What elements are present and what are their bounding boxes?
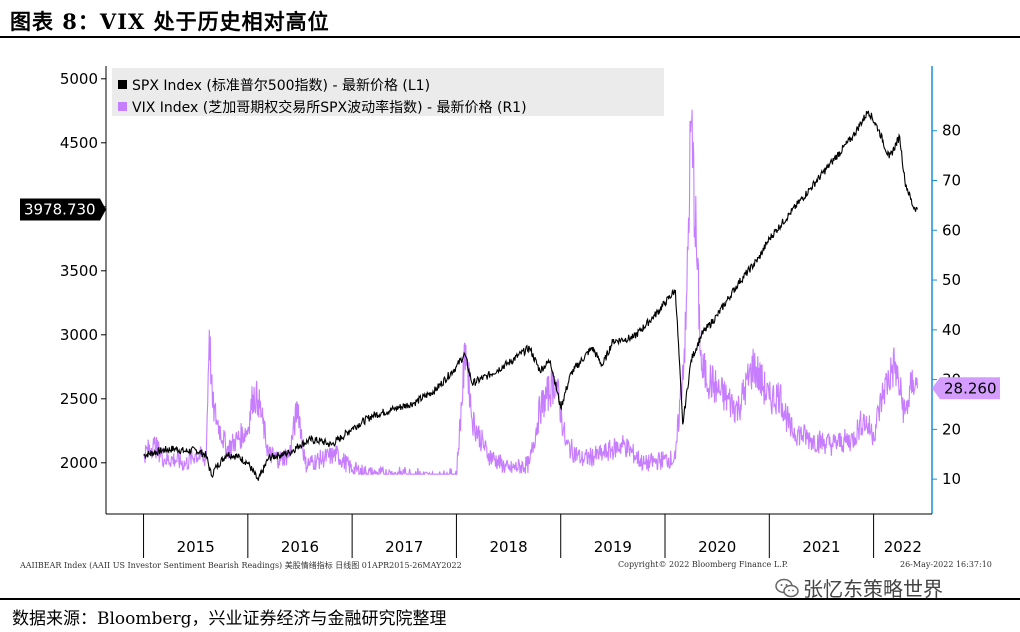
x-tick-label: 2020: [698, 538, 736, 556]
left-tick-label: 3000: [60, 326, 98, 344]
left-tick-label: 4500: [60, 134, 98, 152]
vix-last-badge: 28.260: [932, 377, 1000, 400]
spx-last-value: 3978.730: [24, 201, 96, 219]
right-tick-label: 40: [942, 321, 961, 339]
right-tick-label: 80: [942, 122, 961, 140]
left-tick-label: 3500: [60, 262, 98, 280]
vix-series: [143, 109, 918, 477]
right-axis-ticks: 1020304050607080: [932, 122, 961, 488]
x-tick-label: 2019: [594, 538, 632, 556]
spx-last-badge: 3978.730: [20, 198, 106, 221]
source-rule: [0, 598, 1020, 600]
left-tick-label: 2500: [60, 390, 98, 408]
x-tick-label: 2015: [177, 538, 215, 556]
legend-vix-label: VIX Index (芝加哥期权交易所SPX波动率指数) - 最新价格 (R1): [132, 99, 527, 116]
wechat-icon: [775, 578, 799, 597]
legend-spx-swatch: [118, 80, 127, 89]
right-tick-label: 70: [942, 171, 961, 189]
right-tick-label: 60: [942, 221, 961, 239]
footer-left: AAIIBEAR Index (AAII US Investor Sentime…: [20, 561, 462, 570]
x-tick-label: 2021: [802, 538, 840, 556]
legend-vix-swatch: [118, 102, 127, 111]
source-note: 数据来源：Bloomberg，兴业证券经济与金融研究院整理: [12, 609, 447, 629]
spx-series: [143, 110, 918, 481]
x-tick-label: 2016: [281, 538, 319, 556]
footer-copyright: Copyright© 2022 Bloomberg Finance L.P.: [618, 560, 788, 569]
vix-line: [143, 109, 918, 477]
chart-title: 图表 8：VIX 处于历史相对高位: [10, 9, 330, 34]
title-rule: [0, 36, 1020, 38]
left-tick-label: 5000: [60, 70, 98, 88]
right-tick-label: 20: [942, 420, 961, 438]
x-axis-ticks: 2015 2016 2017 2018 2019 2020 2021 2022: [143, 514, 922, 558]
right-tick-label: 10: [942, 470, 961, 488]
footer-timestamp: 26-May-2022 16:37:10: [900, 560, 992, 569]
watermark-text: 张忆东策略世界: [803, 577, 943, 601]
watermark: 张忆东策略世界: [775, 573, 943, 602]
right-tick-label: 50: [942, 271, 961, 289]
spx-line: [143, 110, 918, 481]
x-tick-label: 2017: [385, 538, 423, 556]
left-tick-label: 2000: [60, 454, 98, 472]
left-axis-ticks: 2000250030003500400045005000: [60, 70, 106, 472]
x-tick-label: 2022: [884, 538, 922, 556]
x-tick-label: 2018: [489, 538, 527, 556]
legend-box: [112, 68, 664, 116]
chart-area: 2000250030003500400045005000 10203040506…: [20, 66, 1000, 558]
vix-last-value: 28.260: [944, 379, 997, 397]
legend-spx-label: SPX Index (标准普尔500指数) - 最新价格 (L1): [132, 78, 430, 94]
